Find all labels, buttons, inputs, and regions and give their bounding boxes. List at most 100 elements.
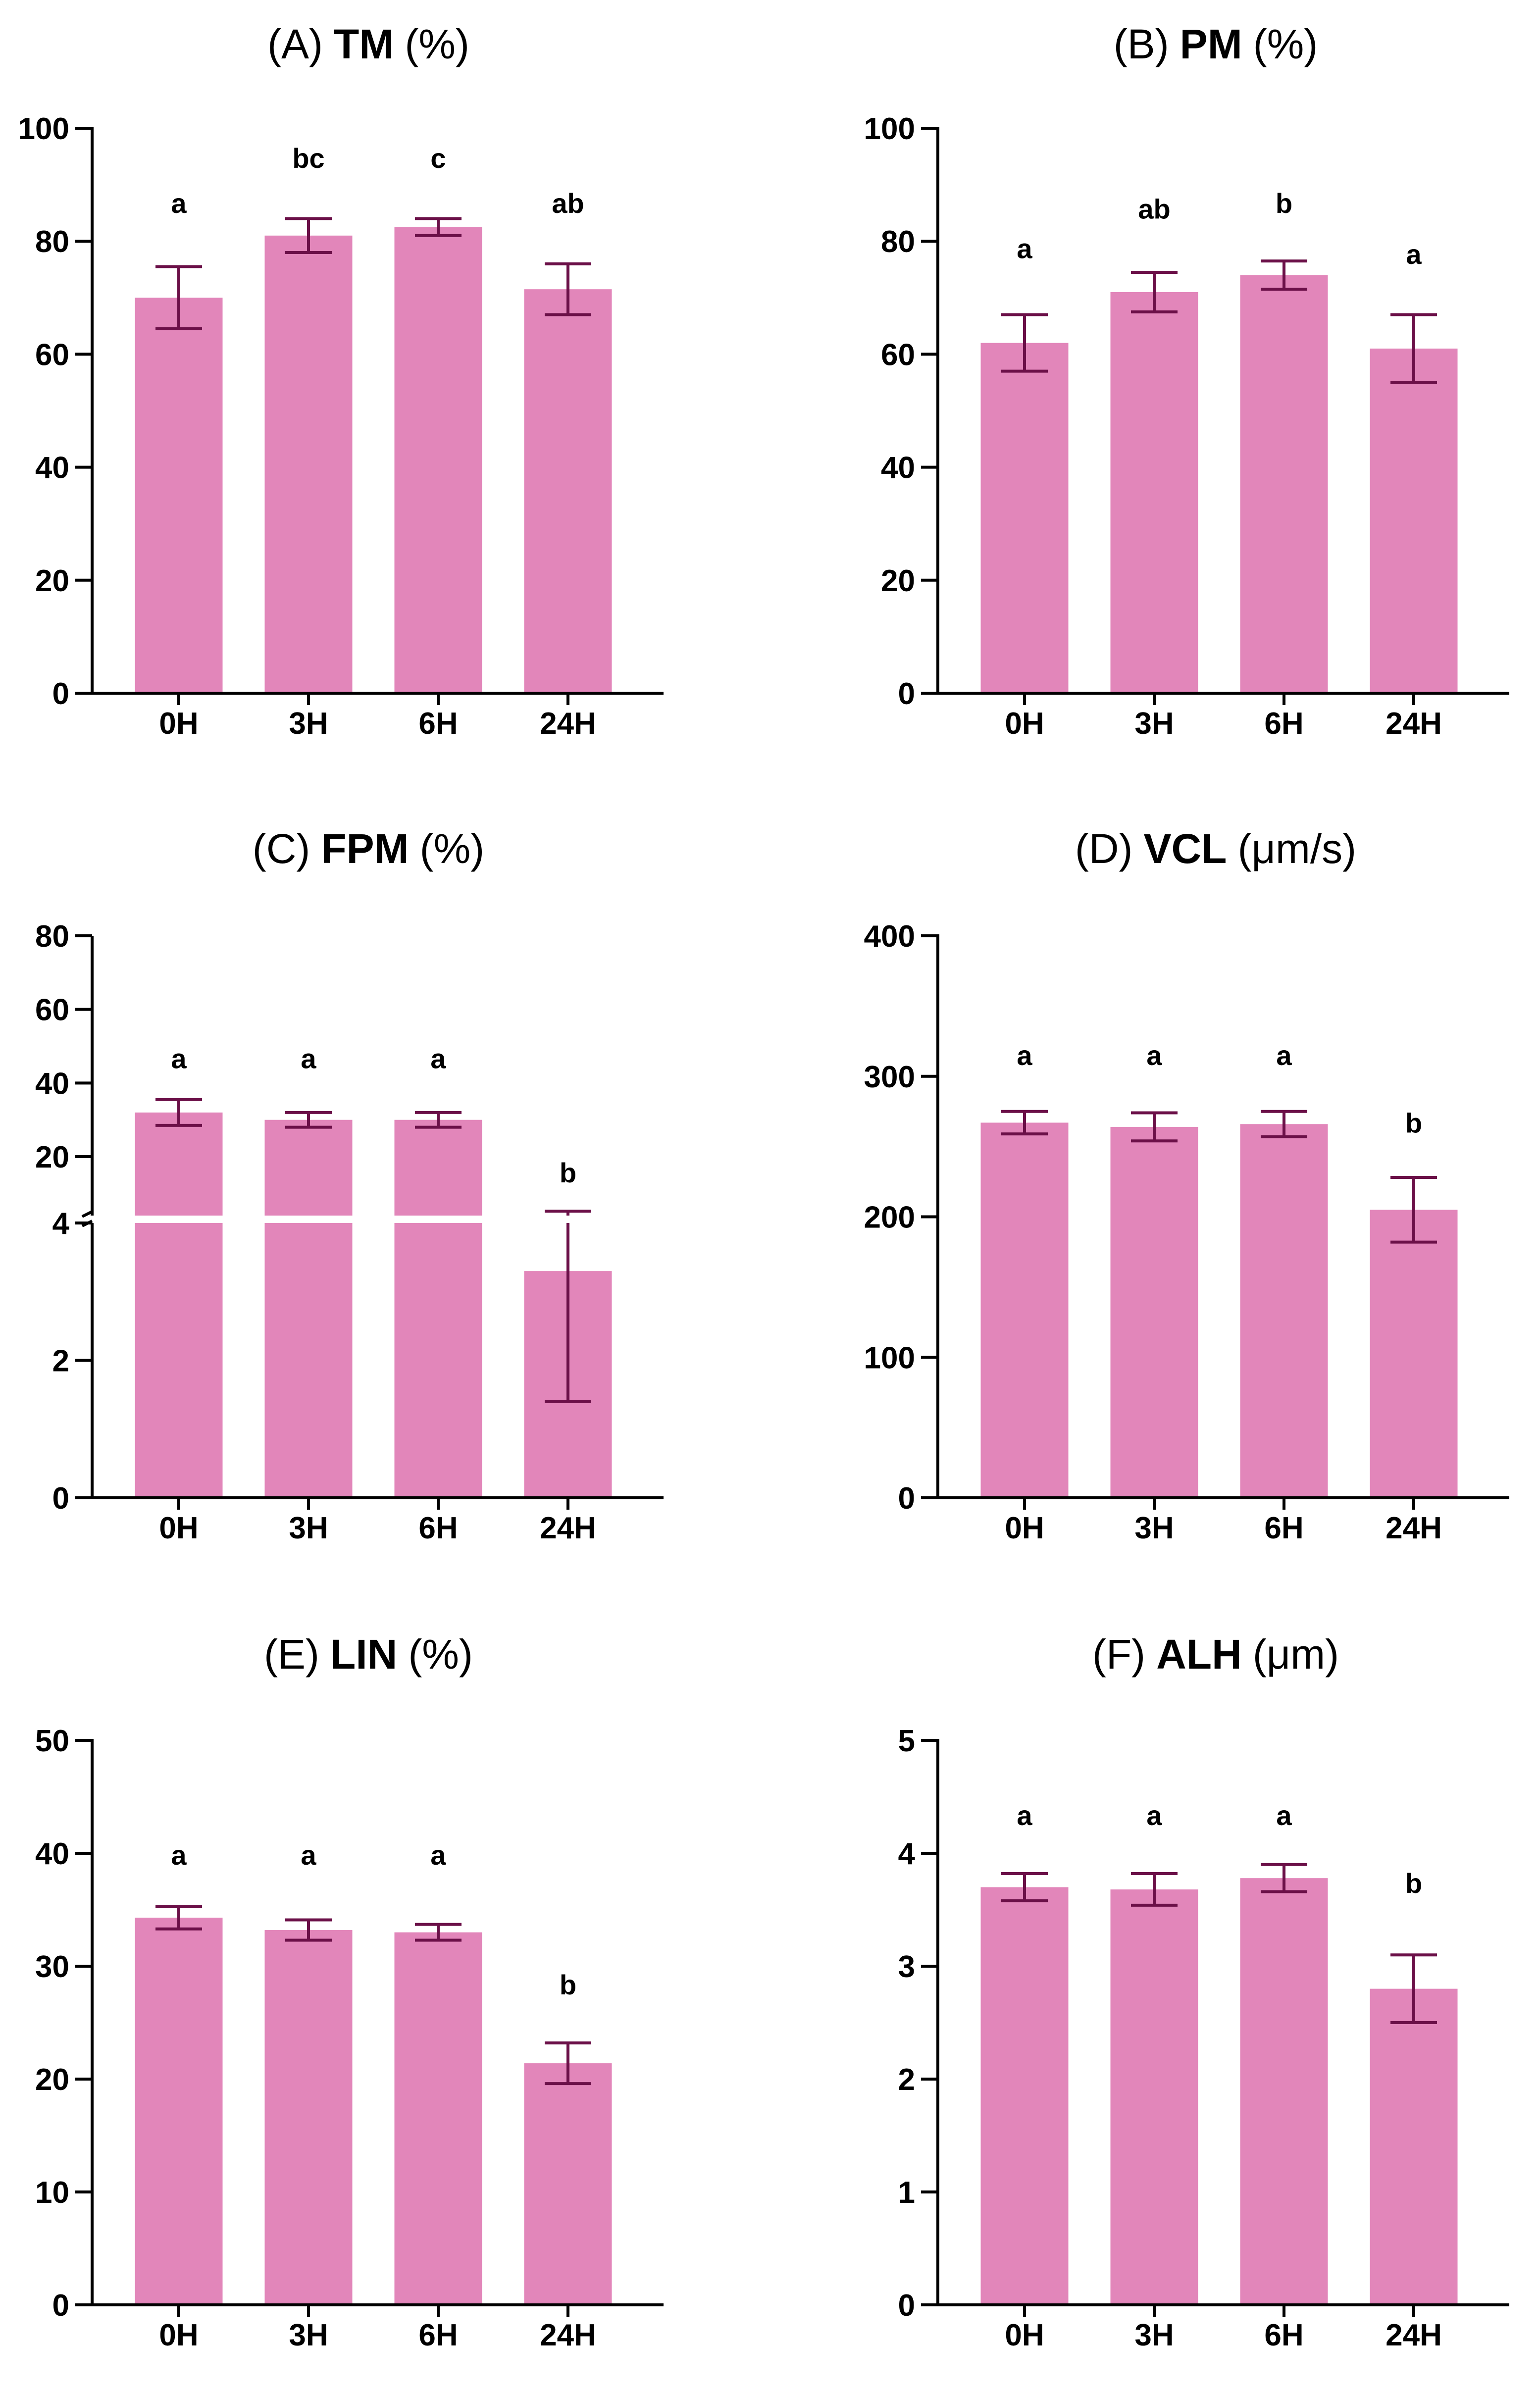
y-tick-label: 50 <box>35 1724 69 1758</box>
y-tick-label: 20 <box>881 564 915 598</box>
panel-A: (A) TM (%) a 0H bc 3H c 6H ab 24H 0 20 40 60 80 100 <box>18 21 664 741</box>
x-tick-label-6H: 6H <box>1264 1511 1303 1545</box>
y-tick-label: 80 <box>881 225 915 259</box>
error-bar-6H <box>1261 1863 1307 1893</box>
axis-break-gap <box>94 1216 666 1223</box>
axes <box>91 127 664 695</box>
title-prefix: (A) <box>267 21 323 67</box>
title-main: PM <box>1180 21 1242 67</box>
error-bar-0H <box>155 265 202 331</box>
significance-label-24H: ab <box>552 188 584 219</box>
error-bar-0H <box>155 1905 202 1931</box>
panel-E: (E) LIN (%) a 0H a 3H a 6H b 24H 0 10 20 30 40 50 <box>35 1631 664 2352</box>
y-tick-label: 400 <box>864 919 915 954</box>
y-tick-label: 2 <box>52 1344 69 1378</box>
panel-B: (B) PM (%) a 0H ab 3H b 6H a 24H 0 20 40 60 80 100 <box>864 21 1509 741</box>
significance-label-3H: a <box>301 1839 316 1871</box>
x-tick-label-3H: 3H <box>1134 2318 1174 2352</box>
significance-label-0H: a <box>1017 233 1032 264</box>
y-tick-label: 0 <box>898 677 915 711</box>
y-tick-label: 20 <box>35 564 69 598</box>
title-unit: (μm) <box>1253 1631 1339 1678</box>
bar-24H <box>1370 348 1458 693</box>
bar-6H <box>1240 275 1328 693</box>
title-prefix: (F) <box>1092 1631 1145 1678</box>
bar-0H <box>135 1917 223 2305</box>
y-tick-label: 60 <box>35 993 69 1027</box>
y-tick-label: 0 <box>52 677 69 711</box>
x-tick-label-3H: 3H <box>1134 1511 1174 1545</box>
significance-label-0H: a <box>171 1839 187 1871</box>
bar-0H <box>980 343 1069 693</box>
y-tick-label: 300 <box>864 1060 915 1094</box>
title-prefix: (C) <box>253 825 310 872</box>
error-bar-0H <box>1001 1872 1048 1902</box>
y-tick-label: 20 <box>35 2063 69 2097</box>
error-bar-6H <box>415 217 462 237</box>
y-tick-label: 2 <box>898 2063 915 2097</box>
bar-3H <box>1110 1126 1198 1498</box>
panel-D: (D) VCL (μm/s) a 0H a 3H a 6H b 24H 0 100 200 300 400 <box>864 825 1509 1545</box>
bar-6H <box>394 1932 482 2305</box>
error-bar-24H <box>1390 313 1437 384</box>
y-tick-label: 60 <box>35 338 69 372</box>
title-main: TM <box>334 21 394 67</box>
title-prefix: (D) <box>1075 825 1133 872</box>
bar-6H <box>394 1120 482 1498</box>
significance-label-3H: ab <box>1138 194 1170 225</box>
x-tick-label-0H: 0H <box>159 707 198 741</box>
significance-label-24H: b <box>1405 1107 1422 1138</box>
axes <box>91 1739 664 2306</box>
y-tick-label: 4 <box>52 1207 70 1241</box>
significance-label-6H: c <box>430 143 446 174</box>
y-tick-label: 100 <box>864 1341 915 1375</box>
bar-24H <box>524 2063 612 2305</box>
chart-title: (D) VCL (μm/s) <box>1075 825 1356 872</box>
y-tick-label: 20 <box>35 1140 69 1174</box>
panel-C: (C) FPM (%) a 0H a 3H a 6H b 24H 0 2 4 20 40 60 80 <box>35 825 666 1545</box>
bar-3H <box>1110 292 1198 693</box>
significance-label-6H: a <box>430 1043 446 1074</box>
title-unit: (%) <box>420 825 485 872</box>
x-tick-label-3H: 3H <box>1134 707 1174 741</box>
y-tick-label: 200 <box>864 1201 915 1235</box>
title-main: ALH <box>1156 1631 1242 1678</box>
y-tick-label: 3 <box>898 1950 915 1984</box>
chart-title: (C) FPM (%) <box>253 825 485 872</box>
bar-3H <box>264 235 353 693</box>
y-tick-label: 0 <box>898 1481 915 1516</box>
error-bar-3H <box>285 217 332 255</box>
title-main: VCL <box>1143 825 1227 872</box>
x-tick-label-6H: 6H <box>1264 2318 1303 2352</box>
bar-3H <box>1110 1889 1198 2305</box>
x-tick-label-24H: 24H <box>1386 707 1442 741</box>
x-tick-label-6H: 6H <box>1264 707 1303 741</box>
x-tick-label-24H: 24H <box>540 1511 596 1545</box>
error-bar-0H <box>155 1098 202 1127</box>
axes <box>936 1739 1509 2306</box>
bar-24H <box>1370 1988 1458 2305</box>
y-tick-label: 80 <box>35 919 69 954</box>
y-tick-label: 30 <box>35 1950 69 1984</box>
significance-label-3H: a <box>301 1043 316 1074</box>
error-bar-3H <box>285 1111 332 1129</box>
y-tick-label: 0 <box>52 1481 69 1516</box>
chart-title: (F) ALH (μm) <box>1092 1631 1339 1678</box>
y-tick-label: 10 <box>35 2176 69 2210</box>
significance-label-24H: b <box>560 1969 576 2000</box>
x-tick-label-3H: 3H <box>289 2318 328 2352</box>
x-tick-label-3H: 3H <box>289 707 328 741</box>
significance-label-6H: a <box>430 1839 446 1871</box>
significance-label-3H: a <box>1146 1800 1162 1831</box>
bar-3H <box>264 1930 353 2305</box>
x-tick-label-24H: 24H <box>540 2318 596 2352</box>
y-tick-label: 80 <box>35 225 69 259</box>
x-tick-label-0H: 0H <box>1005 1511 1044 1545</box>
error-bar-0H <box>1001 1110 1048 1136</box>
error-bar-24H <box>1390 1176 1437 1244</box>
error-bar-3H <box>1131 270 1178 313</box>
error-bar-6H <box>1261 1110 1307 1138</box>
x-tick-label-6H: 6H <box>418 1511 458 1545</box>
error-bar-3H <box>1131 1872 1178 1907</box>
error-bar-24H <box>545 262 591 316</box>
